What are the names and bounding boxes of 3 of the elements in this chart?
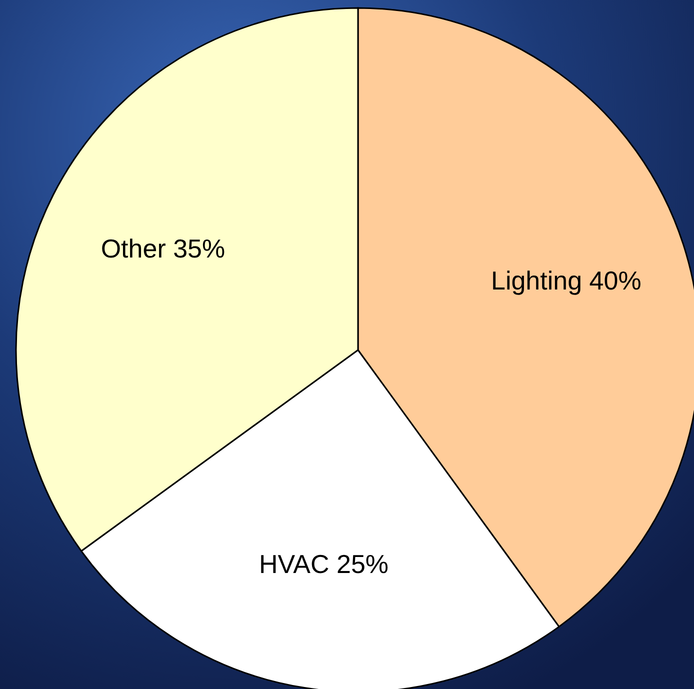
- slice-label: Other 35%: [100, 234, 226, 264]
- slice-label: Lighting 40%: [490, 265, 642, 296]
- slice-label: HVAC 25%: [258, 549, 389, 580]
